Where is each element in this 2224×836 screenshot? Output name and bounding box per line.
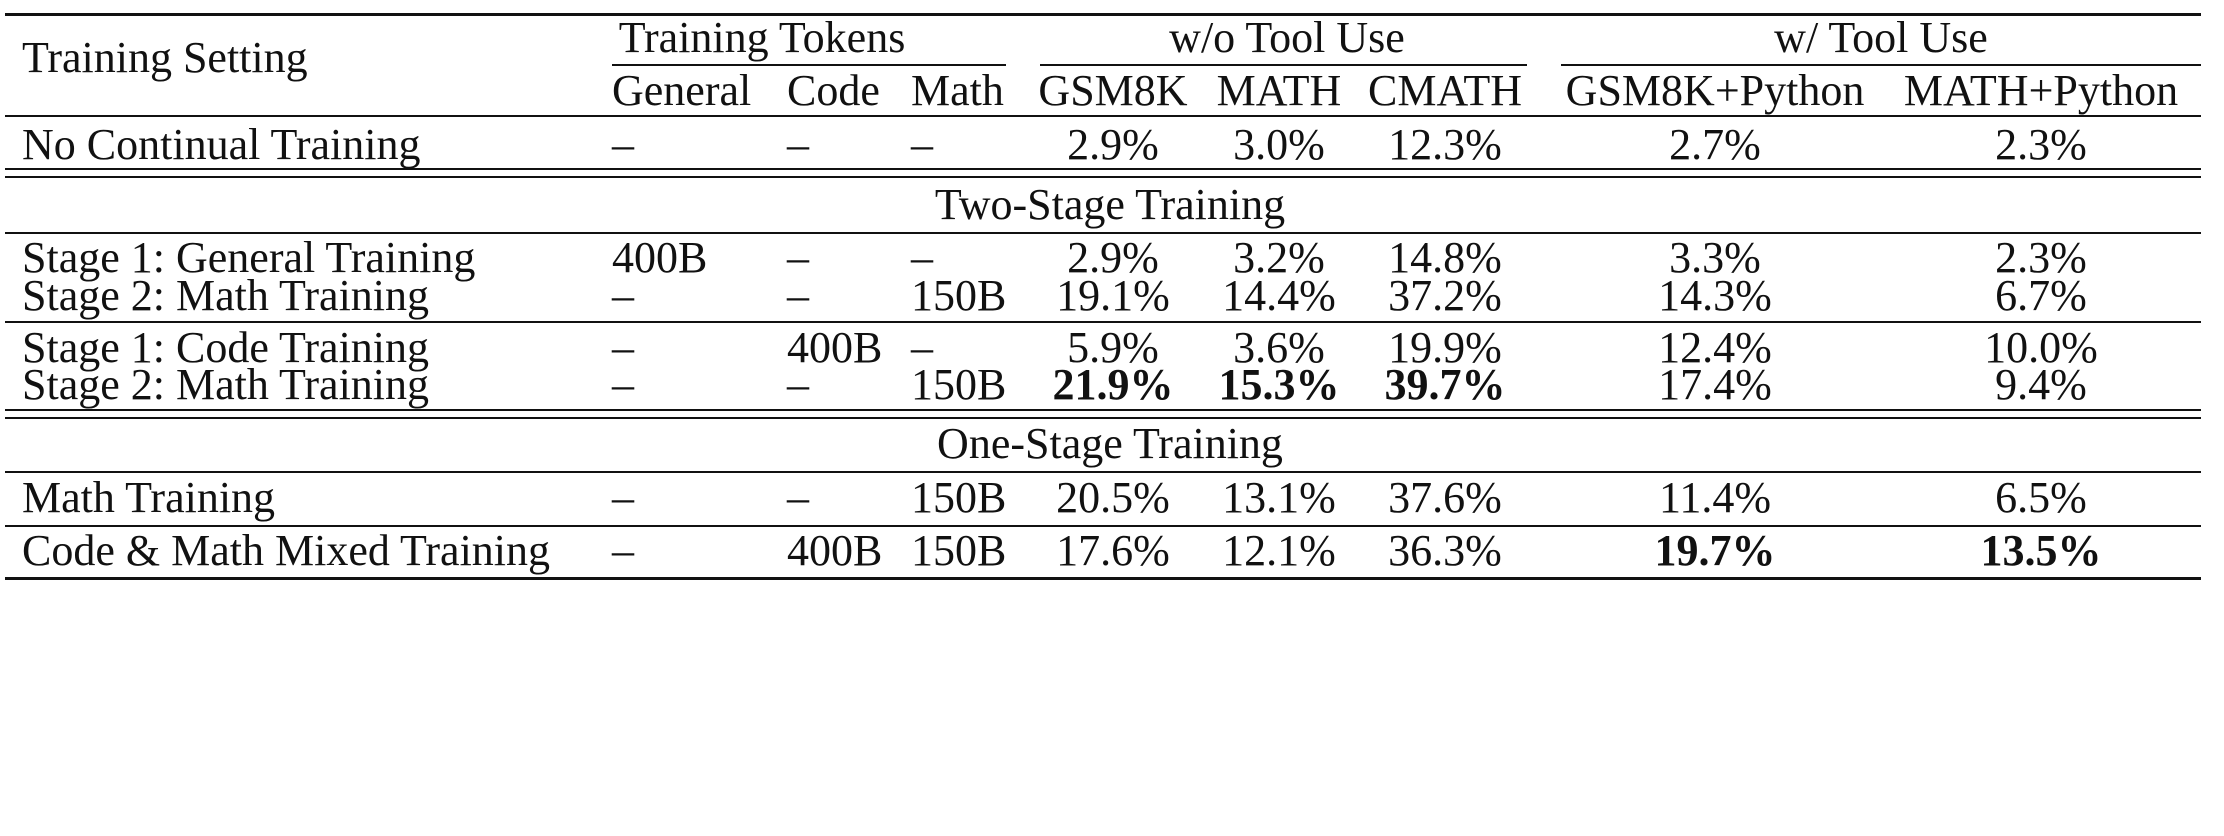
- section-two-stage-rule: [5, 232, 2201, 234]
- header-bottom-rule: [5, 115, 2201, 117]
- header-training-setting: Training Setting: [22, 33, 308, 82]
- cell-math-tokens: 150B: [911, 271, 1007, 320]
- double-rule-2a: [5, 409, 2201, 411]
- cell-gsm8k-python: 17.4%: [1658, 360, 1772, 409]
- cell-code: –: [787, 120, 809, 169]
- row-setting-label: Code & Math Mixed Training: [22, 526, 551, 575]
- section-one-stage-rule: [5, 471, 2201, 473]
- cell-math-python: 2.3%: [1995, 233, 2087, 282]
- cell-code: –: [787, 360, 809, 409]
- cell-general: –: [612, 473, 634, 522]
- cell-gsm8k-best: 21.9%: [1052, 360, 1174, 409]
- cell-cmath-best: 39.7%: [1384, 360, 1506, 409]
- cell-cmath: 14.8%: [1388, 233, 1502, 282]
- double-rule-2b: [5, 417, 2201, 419]
- cell-gsm8k-python: 2.7%: [1669, 120, 1761, 169]
- header-col-gsm8k-python: GSM8K+Python: [1565, 66, 1865, 115]
- row-setting-label: Math Training: [22, 473, 276, 522]
- row-setting-label: Stage 1: Code Training: [22, 323, 430, 372]
- cell-math-bench: 12.1%: [1222, 526, 1336, 575]
- header-col-math-bench: MATH: [1216, 66, 1342, 115]
- cell-code: –: [787, 233, 809, 282]
- cell-math-python: 6.5%: [1995, 473, 2087, 522]
- cell-math-tokens: –: [911, 120, 933, 169]
- cell-general: –: [612, 360, 634, 409]
- cell-cmath: 19.9%: [1388, 323, 1502, 372]
- header-col-cmath: CMATH: [1367, 66, 1523, 115]
- row-separator-rule: [5, 525, 2201, 527]
- cell-math-bench: 13.1%: [1222, 473, 1336, 522]
- cell-cmath: 36.3%: [1388, 526, 1502, 575]
- cell-math-tokens: 150B: [911, 473, 1007, 522]
- cell-math-tokens: –: [911, 233, 933, 282]
- cell-math-bench: 3.0%: [1233, 120, 1325, 169]
- cell-gsm8k-python: 11.4%: [1658, 473, 1772, 522]
- row-setting-label: Stage 1: General Training: [22, 233, 476, 282]
- header-col-code: Code: [787, 66, 880, 115]
- row-setting-label: Stage 2: Math Training: [22, 360, 430, 409]
- bottom-rule: [5, 577, 2201, 580]
- header-group-w-tool-use: w/ Tool Use: [1774, 13, 1988, 62]
- cell-math-bench: 3.6%: [1233, 323, 1325, 372]
- w-tool-group-rule: [1561, 64, 2201, 66]
- cell-code: –: [787, 473, 809, 522]
- header-col-general: General: [612, 66, 752, 115]
- double-rule-1a: [5, 168, 2201, 170]
- cell-general: –: [612, 120, 634, 169]
- double-rule-1b: [5, 176, 2201, 178]
- cell-gsm8k: 20.5%: [1056, 473, 1170, 522]
- cell-math-python: 9.4%: [1995, 360, 2087, 409]
- section-one-stage-label: One-Stage Training: [937, 419, 1283, 468]
- block-separator-rule: [5, 321, 2201, 323]
- header-group-training-tokens: Training Tokens: [618, 13, 906, 62]
- cell-gsm8k-python: 3.3%: [1669, 233, 1761, 282]
- section-two-stage-label: Two-Stage Training: [934, 180, 1286, 229]
- cell-gsm8k-python: 14.3%: [1658, 271, 1772, 320]
- cell-math-python: 6.7%: [1995, 271, 2087, 320]
- cell-general: 400B: [612, 233, 708, 282]
- cell-math-tokens: –: [911, 323, 933, 372]
- cell-general: –: [612, 526, 634, 575]
- row-setting-label: No Continual Training: [22, 120, 421, 169]
- cell-math-tokens: 150B: [911, 360, 1007, 409]
- wo-tool-group-rule: [1040, 64, 1527, 66]
- cell-gsm8k: 19.1%: [1056, 271, 1170, 320]
- cell-cmath: 37.6%: [1388, 473, 1502, 522]
- cell-cmath: 12.3%: [1388, 120, 1502, 169]
- cell-math-bench: 3.2%: [1233, 233, 1325, 282]
- cell-math-bench: 14.4%: [1222, 271, 1336, 320]
- cell-math-python: 2.3%: [1995, 120, 2087, 169]
- tokens-group-rule: [612, 64, 1006, 66]
- cell-gsm8k: 2.9%: [1067, 120, 1159, 169]
- row-setting-label: Stage 2: Math Training: [22, 271, 430, 320]
- cell-gsm8k-python: 12.4%: [1658, 323, 1772, 372]
- cell-gsm8k: 5.9%: [1067, 323, 1159, 372]
- cell-general: –: [612, 271, 634, 320]
- header-col-gsm8k: GSM8K: [1038, 66, 1188, 115]
- header-col-math-python: MATH+Python: [1903, 66, 2179, 115]
- cell-gsm8k: 17.6%: [1056, 526, 1170, 575]
- cell-math-tokens: 150B: [911, 526, 1007, 575]
- cell-gsm8k-python-best: 19.7%: [1654, 526, 1776, 575]
- header-col-math: Math: [911, 66, 1004, 115]
- cell-math-python: 10.0%: [1984, 323, 2098, 372]
- cell-math-python-best: 13.5%: [1980, 526, 2102, 575]
- cell-code: 400B: [787, 323, 883, 372]
- cell-gsm8k: 2.9%: [1067, 233, 1159, 282]
- cell-cmath: 37.2%: [1388, 271, 1502, 320]
- cell-code: –: [787, 271, 809, 320]
- top-rule: [5, 13, 2201, 16]
- cell-code: 400B: [787, 526, 883, 575]
- cell-math-bench-best: 15.3%: [1218, 360, 1340, 409]
- header-group-wo-tool-use: w/o Tool Use: [1169, 13, 1405, 62]
- cell-general: –: [612, 323, 634, 372]
